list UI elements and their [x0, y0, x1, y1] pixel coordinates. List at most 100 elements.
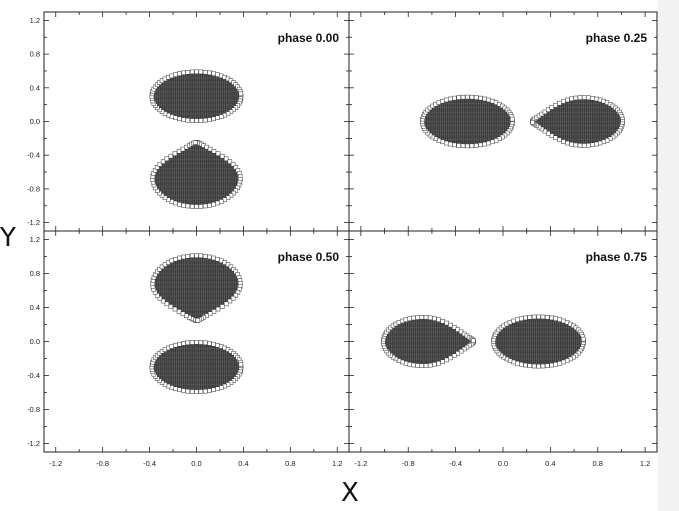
surface-point	[169, 258, 174, 264]
surface-point	[177, 116, 182, 122]
surface-point	[160, 159, 166, 164]
surface-point	[455, 351, 461, 356]
surface-point	[444, 320, 449, 326]
surface-point	[189, 118, 195, 123]
y-tick-label: 0.0	[30, 117, 40, 126]
panel-label: phase 0.00	[278, 31, 340, 45]
surface-point	[207, 203, 212, 208]
surface-point	[231, 190, 236, 196]
surface-point	[549, 133, 555, 138]
surface-point	[531, 363, 537, 369]
y-tick-label: 1.2	[30, 235, 40, 244]
surface-point	[173, 200, 178, 206]
surface-point	[427, 315, 433, 321]
surface-point	[227, 159, 233, 164]
surface-point	[451, 353, 457, 358]
surface-point	[557, 100, 562, 106]
surface-point	[211, 309, 217, 314]
surface-point	[531, 314, 537, 320]
surface-point	[419, 315, 425, 320]
surface-point	[523, 315, 528, 321]
surface-point	[238, 362, 244, 367]
surface-point	[198, 69, 204, 75]
surface-point	[194, 204, 199, 209]
surface-point	[553, 102, 558, 108]
y-tick-label: 0.0	[30, 337, 40, 346]
surface-point	[586, 95, 591, 100]
surface-point	[181, 341, 186, 346]
surface-point	[557, 317, 563, 323]
panel-0: 1.2 0.8 0.4 0.0 -0.4 -0.8 -1.2 phase 0.00	[27, 11, 350, 232]
surface-point	[211, 116, 216, 122]
surface-point	[415, 363, 420, 368]
surface-point	[510, 116, 515, 122]
surface-point	[482, 96, 487, 102]
surface-point	[436, 317, 441, 323]
surface-point	[478, 95, 483, 101]
surface-point	[565, 140, 570, 146]
surface-point	[181, 388, 186, 393]
surface-point	[465, 143, 470, 149]
surface-point	[202, 388, 208, 394]
surface-point	[545, 107, 551, 112]
surface-point	[207, 146, 213, 152]
surface-point	[519, 316, 524, 321]
panel-2: 1.2 0.8 0.4 0.0 -0.4 -0.8 -1.2 -1.2 -0.8 -0.4 0.0 0…	[27, 230, 350, 468]
surface-point	[561, 99, 566, 104]
surface-point	[540, 363, 546, 369]
y-axis-title: Y	[0, 223, 16, 253]
surface-point	[536, 314, 541, 320]
surface-point	[215, 343, 220, 348]
surface-point	[194, 69, 199, 75]
surface-point	[207, 254, 212, 260]
surface-point	[469, 94, 475, 100]
surface-point	[561, 359, 566, 365]
y-tick-label: -1.2	[27, 439, 40, 448]
surface-point	[549, 315, 554, 321]
surface-point	[473, 143, 479, 148]
surface-point	[194, 118, 199, 123]
surface-point	[154, 165, 160, 170]
surface-point	[189, 253, 195, 259]
panel-label: phase 0.25	[586, 31, 648, 45]
surface-point	[452, 142, 457, 148]
surface-point	[581, 143, 587, 148]
x-tick-label: -0.8	[96, 459, 109, 468]
surface-point	[173, 343, 178, 348]
surface-point	[411, 315, 416, 321]
surface-point	[223, 156, 229, 162]
y-tick-label: -0.4	[27, 371, 40, 380]
surface-point	[238, 91, 244, 97]
surface-point	[173, 386, 178, 391]
surface-point	[211, 387, 216, 393]
x-tick-label: 0.0	[498, 459, 508, 468]
surface-point	[536, 363, 541, 369]
surface-point	[460, 143, 466, 149]
surface-point	[440, 318, 445, 324]
surface-point	[189, 340, 195, 345]
surface-point	[447, 96, 453, 102]
surface-point	[569, 141, 574, 147]
surface-point	[228, 264, 234, 270]
surface-point	[511, 318, 516, 324]
surface-point	[432, 316, 437, 321]
y-tick-label: 0.4	[30, 303, 40, 312]
panel-3: -1.2 -0.8 -0.4 0.0 0.4 0.8 1.2 phase 0.75	[348, 230, 658, 468]
surface-point	[443, 140, 449, 146]
surface-point	[202, 117, 208, 123]
surface-point	[215, 151, 221, 156]
surface-point	[202, 340, 208, 346]
surface-point	[527, 315, 533, 320]
star-body	[149, 340, 244, 394]
surface-point	[452, 95, 457, 101]
surface-point	[490, 139, 495, 145]
panel-1: phase 0.25	[348, 11, 658, 232]
surface-point	[181, 70, 186, 76]
surface-point	[515, 317, 520, 323]
surface-point	[590, 142, 595, 148]
panel-label: phase 0.75	[586, 250, 648, 264]
surface-point	[423, 315, 429, 320]
x-tick-label: -0.4	[143, 459, 156, 468]
star-body	[150, 140, 243, 209]
surface-point	[465, 94, 470, 100]
